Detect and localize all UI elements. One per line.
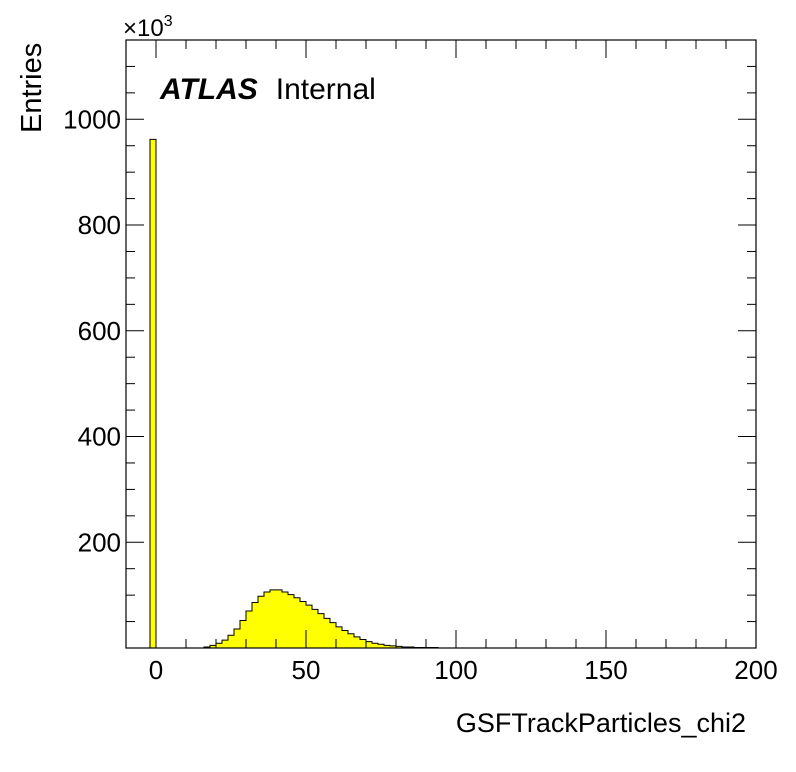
y-multiplier-base: ×10 bbox=[123, 15, 164, 42]
x-tick-label: 100 bbox=[434, 655, 477, 685]
y-tick-labels: 200 400 600 800 1000 bbox=[63, 104, 121, 557]
histogram-bar bbox=[294, 597, 300, 648]
histogram-bar bbox=[324, 618, 330, 648]
histogram-bars bbox=[150, 139, 438, 648]
histogram-bar bbox=[270, 589, 276, 648]
histogram-bar bbox=[276, 589, 282, 648]
x-tick-labels: 0 50 100 150 200 bbox=[149, 655, 778, 685]
histogram-bar bbox=[288, 594, 294, 648]
histogram-bar bbox=[252, 602, 258, 648]
histogram-bar bbox=[258, 596, 264, 648]
histogram-bar bbox=[378, 644, 384, 648]
histogram-bar bbox=[150, 139, 156, 648]
histogram-bar bbox=[228, 635, 234, 648]
axis-ticks bbox=[125, 39, 757, 648]
histogram-bar bbox=[216, 643, 222, 648]
histogram-bar bbox=[354, 636, 360, 648]
x-tick-label: 0 bbox=[149, 655, 163, 685]
y-tick-label: 1000 bbox=[63, 104, 121, 134]
atlas-label-bold: ATLAS bbox=[159, 73, 258, 106]
histogram-bar bbox=[348, 633, 354, 648]
histogram-bar bbox=[360, 639, 366, 648]
y-tick-label: 200 bbox=[78, 527, 121, 557]
atlas-label: ATLAS Internal bbox=[159, 73, 376, 106]
histogram-bar bbox=[246, 610, 252, 648]
x-axis-label: GSFTrackParticles_chi2 bbox=[456, 708, 746, 738]
histogram-outline bbox=[149, 138, 439, 649]
y-multiplier-exponent: 3 bbox=[164, 13, 173, 30]
histogram-bar bbox=[300, 601, 306, 648]
y-axis-label: Entries bbox=[16, 43, 48, 133]
x-tick-label: 50 bbox=[292, 655, 321, 685]
histogram-bar bbox=[396, 646, 402, 648]
histogram-bar bbox=[210, 645, 216, 648]
histogram-bar bbox=[306, 605, 312, 648]
x-tick-label: 150 bbox=[584, 655, 627, 685]
histogram-bar bbox=[234, 628, 240, 648]
histogram-bar bbox=[390, 645, 396, 648]
y-tick-label: 400 bbox=[78, 422, 121, 452]
histogram-bar bbox=[366, 641, 372, 648]
y-multiplier: ×103 bbox=[123, 13, 173, 42]
atlas-label-internal: Internal bbox=[276, 73, 376, 106]
plot-frame bbox=[125, 39, 757, 649]
histogram-bar bbox=[330, 622, 336, 648]
y-tick-label: 600 bbox=[78, 316, 121, 346]
x-tick-label: 200 bbox=[734, 655, 777, 685]
y-tick-label: 800 bbox=[78, 210, 121, 240]
histogram-bar bbox=[240, 620, 246, 648]
histogram-bar bbox=[222, 640, 228, 648]
histogram-bar bbox=[342, 630, 348, 648]
histogram-bar bbox=[264, 591, 270, 648]
histogram-bar bbox=[318, 613, 324, 648]
histogram-bar bbox=[372, 643, 378, 648]
histogram-bar bbox=[336, 626, 342, 648]
histogram-bar bbox=[384, 645, 390, 648]
histogram-bar bbox=[312, 609, 318, 648]
histogram-bar bbox=[282, 591, 288, 648]
